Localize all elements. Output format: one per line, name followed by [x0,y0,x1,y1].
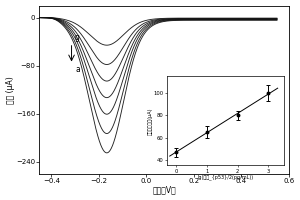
Text: g: g [75,33,80,42]
Text: a: a [75,65,80,74]
Y-axis label: 电流 (μA): 电流 (μA) [6,76,15,104]
X-axis label: 电位（V）: 电位（V） [152,185,176,194]
